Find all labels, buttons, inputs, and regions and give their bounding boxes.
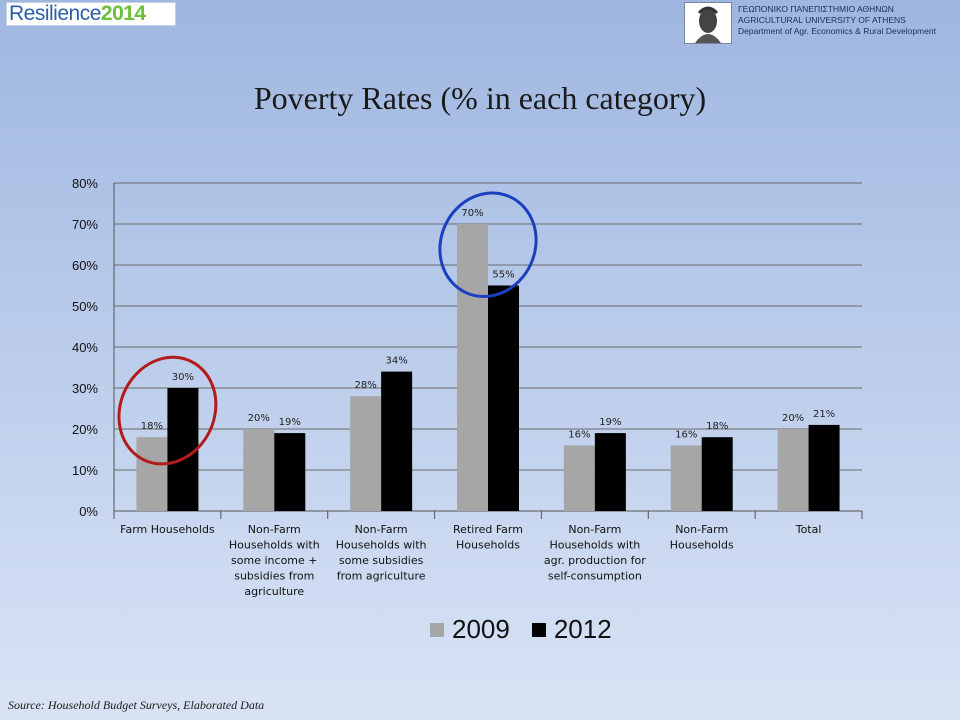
category-label: Non-Farm Households with agr. production f… [544,523,646,583]
legend-label-2012: 2012 [553,614,612,644]
bar-2012 [167,388,199,511]
bar-2012 [594,433,626,511]
y-tick-label: 40% [72,340,98,355]
bar-2012 [488,285,519,511]
data-label: 20% [782,413,804,424]
category-label: Non-Farm Households with some income + subs… [229,523,320,598]
resilience-logo: Resilience 2014 [6,2,176,26]
chart-legend: 2009 2012 [430,614,612,645]
logo-year: 2014 [100,2,146,25]
source-note: Source: Household Budget Surveys, Elabor… [8,698,265,712]
bar-2009 [670,445,702,511]
category-label: Non-Farm Households with some subsidies fro… [336,523,427,583]
y-tick-label: 20% [72,422,98,437]
y-tick-label: 60% [72,258,98,273]
y-tick-label: 80% [72,176,98,191]
data-label: 30% [172,372,194,383]
university-name: ΓΕΩΠΟΝΙΚΟ ΠΑΝΕΠΙΣΤΗΜΙΟ ΑΘΗΝΩΝ AGRICULTUR… [738,4,936,37]
university-department: Department of Agr. Economics & Rural Dev… [738,26,936,36]
data-label: 19% [599,417,621,428]
legend-swatch-2012 [531,622,546,637]
y-tick-label: 50% [72,299,98,314]
bar-2012 [701,437,733,511]
university-seal-icon [684,2,732,44]
bar-2009 [350,396,382,511]
bar-2009 [563,445,595,511]
data-label: 70% [461,208,483,219]
data-label: 16% [568,429,590,440]
data-label: 18% [141,421,163,432]
data-label: 21% [813,409,835,420]
chart-title: Poverty Rates (% in each category) [253,80,707,116]
data-label: 20% [248,413,270,424]
bar-2009 [457,224,488,511]
data-label: 55% [492,270,514,281]
category-label: Farm Households [120,523,215,536]
university-line-english: AGRICULTURAL UNIVERSITY OF ATHENS [738,15,906,25]
bar-2012 [381,371,413,511]
legend-item-2012: 2012 [531,614,612,645]
legend-swatch-2009 [430,622,444,637]
y-tick-label: 70% [72,217,98,232]
data-label: 28% [355,380,377,391]
category-label: Retired Farm Households [453,523,523,552]
bar-2012 [274,433,306,511]
bar-2009 [243,429,275,511]
highlight-ellipse [117,355,218,466]
legend-label-2009: 2009 [452,614,510,644]
data-label: 19% [279,417,301,428]
university-line-greek: ΓΕΩΠΟΝΙΚΟ ΠΑΝΕΠΙΣΤΗΜΙΟ ΑΘΗΝΩΝ [738,4,894,14]
y-tick-label: 0% [79,504,98,519]
data-label: 34% [386,356,408,367]
category-label: Total [795,523,822,536]
data-label: 16% [675,429,697,440]
bar-2009 [777,429,809,511]
logo-text: Resilience [9,2,101,25]
y-tick-label: 10% [72,463,98,478]
bar-2009 [136,437,168,511]
bar-2012 [808,424,840,511]
legend-item-2009: 2009 [430,614,510,645]
y-tick-label: 30% [72,381,98,396]
highlight-ellipse [438,191,538,299]
category-label: Non-Farm Households [670,523,734,552]
data-label: 18% [706,421,728,432]
